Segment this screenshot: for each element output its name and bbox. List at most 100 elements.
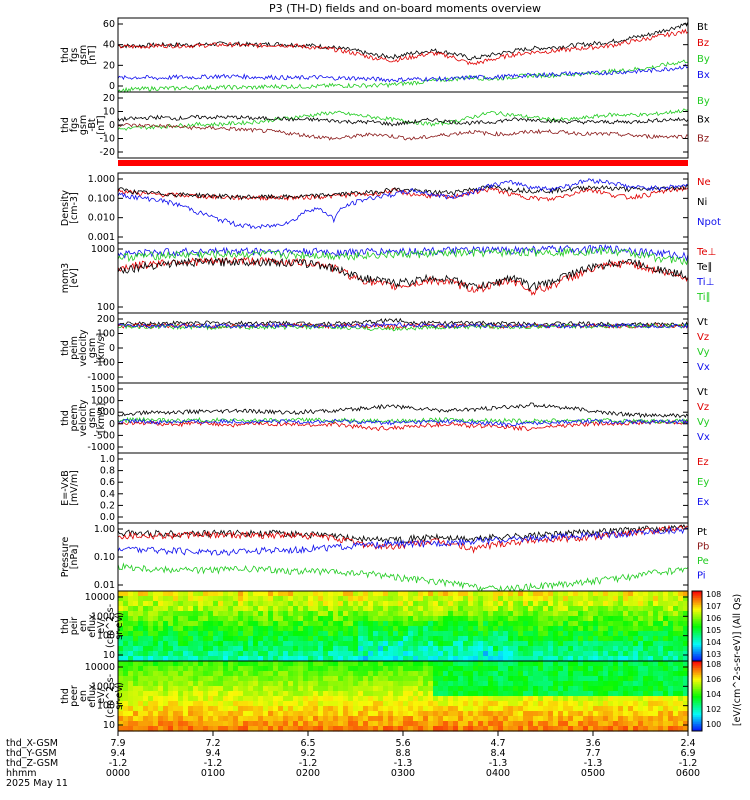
spectrogram-cell — [143, 646, 149, 652]
spectrogram-cell — [638, 596, 644, 602]
spectrogram-cell — [318, 666, 324, 672]
spectrogram-cell — [643, 616, 649, 622]
spectrogram-cell — [618, 681, 624, 687]
spectrogram-cell — [313, 691, 319, 697]
colorbar-cell — [692, 703, 702, 706]
spectrogram-cell — [478, 701, 484, 707]
spectrogram-cell — [478, 621, 484, 627]
spectrogram-cell — [258, 606, 264, 612]
y-axis-label-line: [km/s] — [96, 403, 107, 433]
spectrogram-cell — [498, 681, 504, 687]
colorbar-cell — [692, 720, 702, 723]
spectrogram-cell — [193, 651, 199, 657]
spectrogram-cell — [333, 616, 339, 622]
spectrogram-cell — [148, 701, 154, 707]
spectrogram-cell — [268, 721, 274, 727]
spectrogram-cell — [608, 636, 614, 642]
spectrogram-cell — [253, 676, 259, 682]
spectrogram-cell — [363, 681, 369, 687]
spectrogram-cell — [318, 676, 324, 682]
spectrogram-cell — [268, 651, 274, 657]
spectrogram-cell — [568, 661, 574, 667]
spectrogram-cell — [523, 666, 529, 672]
spectrogram-cell — [188, 626, 194, 632]
spectrogram-cell — [263, 616, 269, 622]
spectrogram-cell — [603, 611, 609, 617]
spectrogram-cell — [543, 726, 549, 732]
spectrogram-cell — [538, 626, 544, 632]
spectrogram-cell — [433, 696, 439, 702]
spectrogram-cell — [498, 621, 504, 627]
spectrogram-cell — [633, 701, 639, 707]
spectrogram-cell — [298, 706, 304, 712]
spectrogram-cell — [208, 606, 214, 612]
spectrogram-cell — [353, 636, 359, 642]
spectrogram-cell — [198, 651, 204, 657]
spectrogram-cell — [238, 661, 244, 667]
spectrogram-cell — [158, 616, 164, 622]
spectrogram-cell — [568, 721, 574, 727]
spectrogram-cell — [178, 721, 184, 727]
spectrogram-cell — [518, 696, 524, 702]
spectrogram-cell — [238, 691, 244, 697]
spectrogram-cell — [193, 656, 199, 662]
spectrogram-cell — [583, 721, 589, 727]
spectrogram-cell — [388, 681, 394, 687]
spectrogram-cell — [608, 641, 614, 647]
spectrogram-cell — [323, 716, 329, 722]
figure-title: P3 (TH-D) fields and on-board moments ov… — [269, 2, 541, 15]
spectrogram-cell — [433, 596, 439, 602]
spectrogram-cell — [168, 621, 174, 627]
spectrogram-cell — [233, 596, 239, 602]
spectrogram-cell — [353, 726, 359, 732]
spectrogram-cell — [603, 631, 609, 637]
spectrogram-cell — [303, 691, 309, 697]
spectrogram-cell — [233, 621, 239, 627]
spectrogram-cell — [593, 601, 599, 607]
spectrogram-cell — [633, 666, 639, 672]
spectrogram-cell — [203, 686, 209, 692]
spectrogram-cell — [673, 716, 679, 722]
spectrogram-cell — [553, 696, 559, 702]
spectrogram-cell — [228, 706, 234, 712]
spectrogram-cell — [413, 671, 419, 677]
spectrogram-cell — [583, 596, 589, 602]
spectrogram-cell — [243, 606, 249, 612]
spectrogram-cell — [463, 641, 469, 647]
spectrogram-cell — [333, 626, 339, 632]
spectrogram-cell — [208, 681, 214, 687]
spectrogram-cell — [658, 596, 664, 602]
spectrogram-cell — [248, 651, 254, 657]
spectrogram-cell — [658, 656, 664, 662]
spectrogram-cell — [283, 691, 289, 697]
spectrogram-cell — [583, 621, 589, 627]
colorbar-cell — [692, 612, 702, 615]
spectrogram-cell — [118, 701, 124, 707]
spectrogram-cell — [288, 646, 294, 652]
spectrogram-cell — [683, 611, 689, 617]
spectrogram-cell — [163, 596, 169, 602]
spectrogram-cell — [228, 631, 234, 637]
spectrogram-cell — [678, 686, 684, 692]
spectrogram-cell — [643, 681, 649, 687]
spectrogram-cell — [458, 681, 464, 687]
spectrogram-cell — [298, 601, 304, 607]
spectrogram-cell — [143, 626, 149, 632]
spectrogram-cell — [168, 706, 174, 712]
spectrogram-cell — [593, 726, 599, 732]
spectrogram-cell — [628, 666, 634, 672]
spectrogram-cell — [573, 616, 579, 622]
spectrogram-cell — [398, 701, 404, 707]
spectrogram-cell — [488, 626, 494, 632]
spectrogram-cell — [598, 661, 604, 667]
spectrogram-cell — [603, 641, 609, 647]
spectrogram-cell — [243, 696, 249, 702]
spectrogram-cell — [668, 706, 674, 712]
colorbar-cell — [692, 657, 702, 660]
spectrogram-cell — [368, 676, 374, 682]
spectrogram-cell — [388, 646, 394, 652]
spectrogram-cell — [598, 606, 604, 612]
spectrogram-cell — [118, 711, 124, 717]
spectrogram-cell — [493, 621, 499, 627]
spectrogram-cell — [208, 626, 214, 632]
